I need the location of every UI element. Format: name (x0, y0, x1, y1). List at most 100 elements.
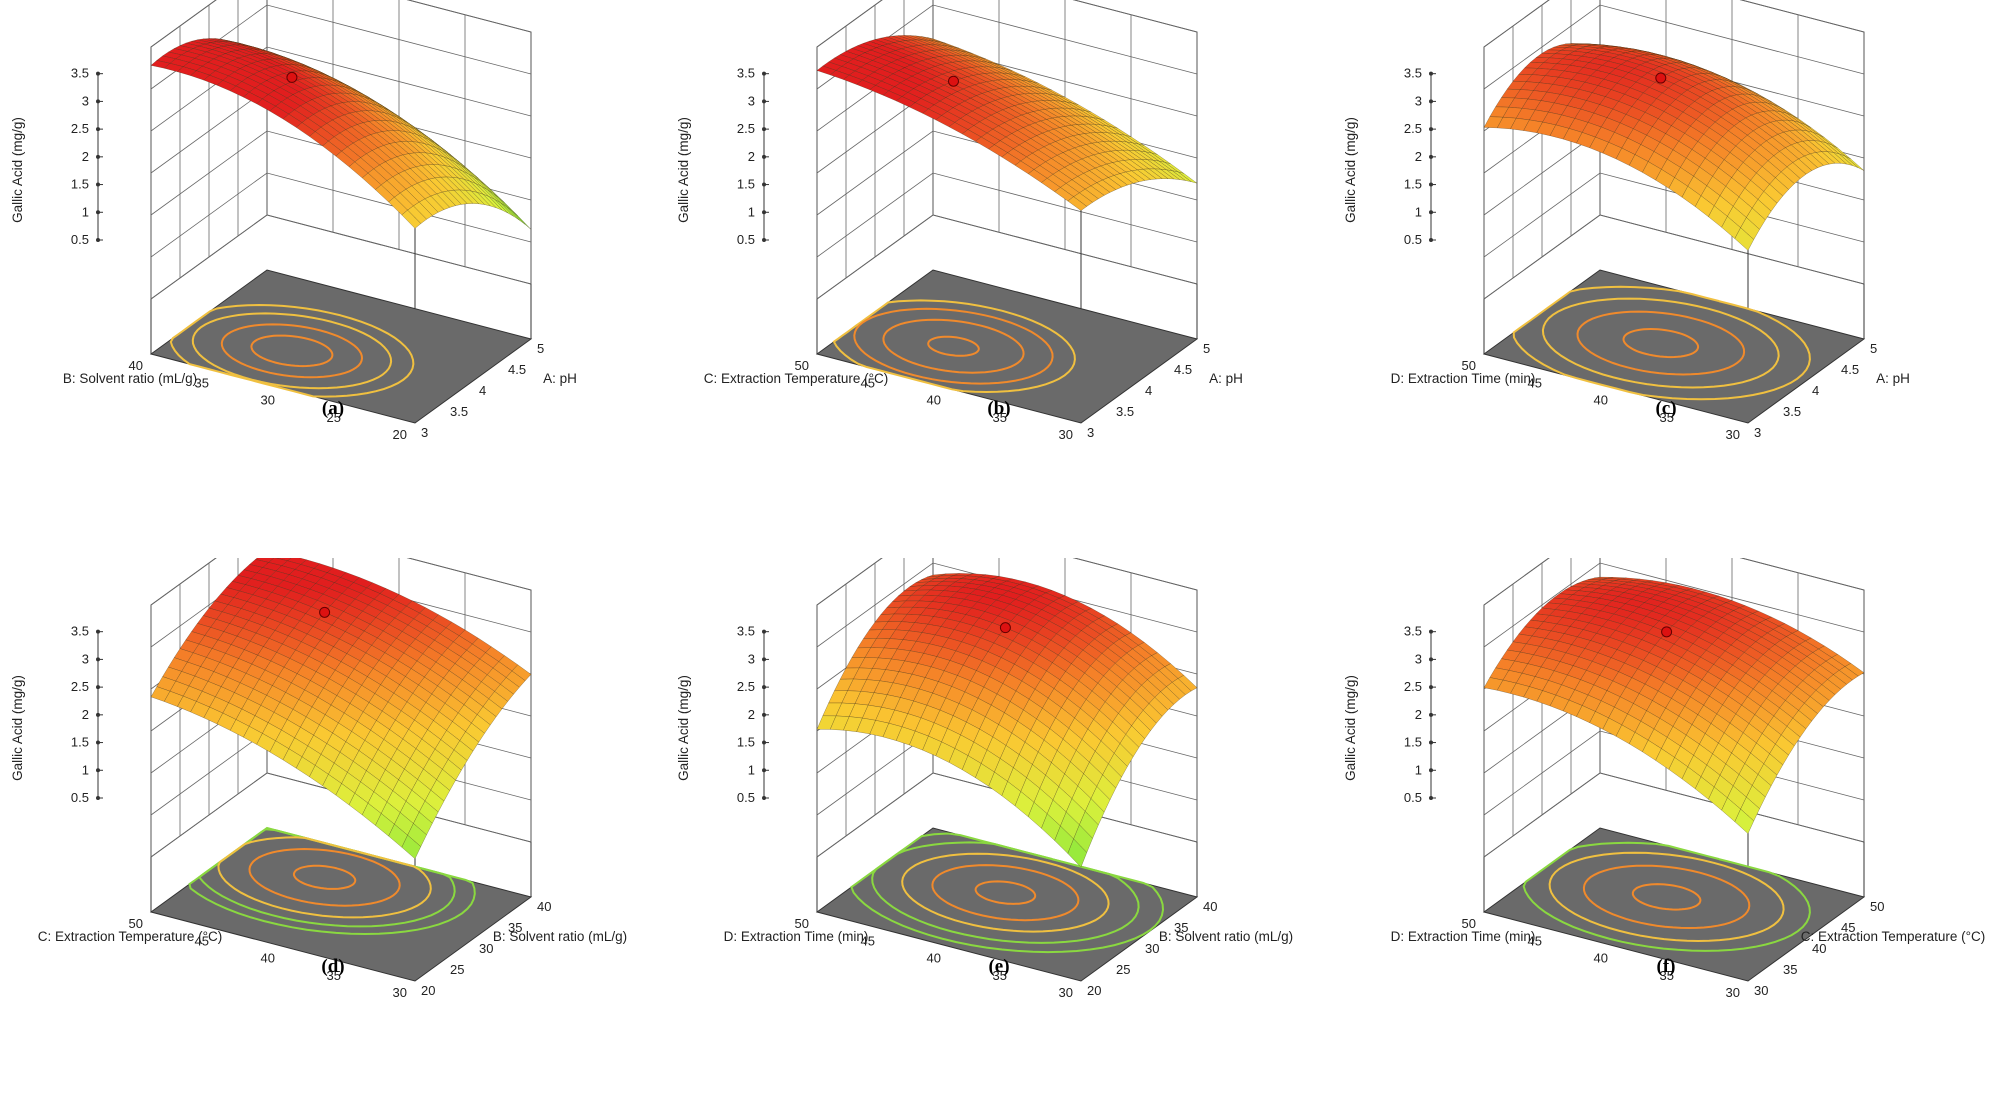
y-tick-label: 50 (1462, 358, 1476, 373)
z-tick-label: 2 (1415, 149, 1422, 164)
x-axis-label: A: pH (1209, 371, 1243, 386)
wall-gridline (150, 214, 532, 300)
surface-plot: 0.5 1 1.5 2 2.5 3 3.5 Gallic Acid (mg/g) 3 3.5 4 4.… (676, 0, 1243, 442)
x-tick-label: 4.5 (508, 362, 526, 377)
z-tick-label: 3.5 (71, 624, 89, 639)
wall-gridline (1483, 558, 1865, 606)
wall-gridline (816, 0, 1198, 48)
z-tick-label: 0.5 (71, 790, 89, 805)
x-tick-label: 4.5 (1174, 362, 1192, 377)
surface-plot: 0.5 1 1.5 2 2.5 3 3.5 Gallic Acid (mg/g) 20 25 30 3… (676, 558, 1293, 1000)
design-point-marker (286, 71, 298, 83)
z-axis-label: Gallic Acid (mg/g) (1343, 675, 1358, 781)
x-tick-label: 3.5 (1116, 404, 1134, 419)
z-tick-label: 1 (82, 204, 89, 219)
z-tick-label: 3 (748, 93, 755, 108)
z-tick-label: 2.5 (1404, 121, 1422, 136)
z-tick-label: 3.5 (1404, 66, 1422, 81)
x-tick-label: 25 (1116, 962, 1130, 977)
y-tick-label: 50 (129, 916, 143, 931)
panel-label: (f) (1656, 956, 1676, 977)
z-axis: 0.5 1 1.5 2 2.5 3 3.5 Gallic Acid (mg/g) (1343, 624, 1436, 805)
wall-gridline (150, 172, 532, 258)
design-point-marker (947, 75, 959, 87)
wall-gridline (1483, 772, 1865, 858)
x-tick-label: 35 (1783, 962, 1797, 977)
floor-ticks: 3 3.5 4 4.5 5 30 35 40 45 50 A: pH D: Extraction Ti… (1391, 341, 1910, 442)
floor-ticks: 3 3.5 4 4.5 5 20 25 30 35 40 A: pH B: Solvent ratio… (63, 341, 577, 442)
x-tick-label: 40 (1203, 899, 1217, 914)
contour-floor (815, 269, 1199, 424)
x-tick-label: 3 (1754, 425, 1761, 440)
y-tick-label: 40 (1594, 393, 1608, 408)
x-tick-label: 4.5 (1841, 362, 1859, 377)
y-tick-label: 45 (1528, 933, 1542, 948)
wall-gridline (1483, 562, 1865, 648)
x-tick-label: 50 (1870, 899, 1884, 914)
wall-gridline (150, 558, 532, 606)
response-surface (816, 35, 1198, 211)
y-tick-label: 50 (795, 358, 809, 373)
y-axis-label: D: Extraction Time (min) (1391, 371, 1536, 386)
surface-cell (401, 209, 422, 229)
z-tick-label: 3.5 (71, 66, 89, 81)
z-tick-dot (762, 629, 766, 634)
z-tick-label: 2.5 (1404, 679, 1422, 694)
surface-cell (1067, 838, 1088, 868)
design-point-marker (1655, 72, 1667, 84)
x-axis-label: A: pH (543, 371, 577, 386)
wall-gridline (816, 558, 1198, 606)
response-surface (1483, 576, 1865, 834)
surface-panel: 0.5 1 1.5 2 2.5 3 3.5 Gallic Acid (mg/g) 3 3.5 4 4.… (1333, 0, 1999, 558)
contour-line (220, 323, 364, 379)
y-tick-label: 40 (1594, 951, 1608, 966)
y-tick-label: 30 (261, 393, 275, 408)
z-tick-label: 1.5 (737, 735, 755, 750)
contour-line (292, 864, 357, 890)
contour-line (1631, 883, 1702, 911)
z-tick-label: 3.5 (737, 624, 755, 639)
z-tick-label: 2 (1415, 707, 1422, 722)
wall-gridline (1483, 0, 1865, 48)
z-axis-label: Gallic Acid (mg/g) (10, 675, 25, 781)
x-tick-label: 5 (1870, 341, 1877, 356)
y-tick-label: 40 (927, 951, 941, 966)
x-axis-label: B: Solvent ratio (mL/g) (1159, 929, 1293, 944)
floor-ticks: 30 35 40 45 50 30 35 40 45 50 C: Extraction Temper… (1391, 899, 1986, 1000)
z-tick-label: 0.5 (737, 790, 755, 805)
floor-ticks: 3 3.5 4 4.5 5 30 35 40 45 50 A: pH C: Extraction Te… (704, 341, 1243, 442)
x-tick-label: 30 (1145, 941, 1159, 956)
wall-gridline (1483, 4, 1865, 90)
contour-floor (149, 269, 533, 424)
y-tick-label: 30 (1059, 427, 1073, 442)
z-tick-label: 3 (1415, 651, 1422, 666)
z-axis: 0.5 1 1.5 2 2.5 3 3.5 Gallic Acid (mg/g) (1343, 66, 1436, 247)
response-surface (1483, 43, 1865, 251)
surface-plot: 0.5 1 1.5 2 2.5 3 3.5 Gallic Acid (mg/g) 20 25 30 3… (10, 558, 627, 1000)
z-tick-label: 0.5 (71, 232, 89, 247)
surface-panel: 0.5 1 1.5 2 2.5 3 3.5 Gallic Acid (mg/g) 3 3.5 4 4.… (0, 0, 666, 558)
contour-line (927, 335, 980, 357)
z-tick-label: 0.5 (1404, 232, 1422, 247)
x-tick-label: 3 (421, 425, 428, 440)
contour-line (871, 841, 1140, 944)
z-tick-label: 1.5 (1404, 177, 1422, 192)
contour-line (832, 299, 1076, 394)
z-tick-label: 1.5 (71, 735, 89, 750)
wall-gridline (816, 772, 1198, 858)
z-tick-label: 1.5 (737, 177, 755, 192)
design-point-marker (999, 622, 1011, 634)
panel-label: (d) (321, 956, 345, 977)
z-axis: 0.5 1 1.5 2 2.5 3 3.5 Gallic Acid (mg/g) (676, 66, 769, 247)
z-tick-label: 3 (748, 651, 755, 666)
y-axis-label: C: Extraction Temperature (°C) (38, 929, 222, 944)
z-tick-label: 2 (82, 707, 89, 722)
surface-panel: 0.5 1 1.5 2 2.5 3 3.5 Gallic Acid (mg/g) 3 3.5 4 4.… (666, 0, 1332, 558)
x-tick-label: 35 (1174, 920, 1188, 935)
y-tick-label: 35 (327, 968, 341, 983)
wall-gridline (1483, 172, 1865, 258)
z-tick-label: 3.5 (1404, 624, 1422, 639)
x-tick-label: 30 (479, 941, 493, 956)
y-tick-label: 45 (1528, 375, 1542, 390)
